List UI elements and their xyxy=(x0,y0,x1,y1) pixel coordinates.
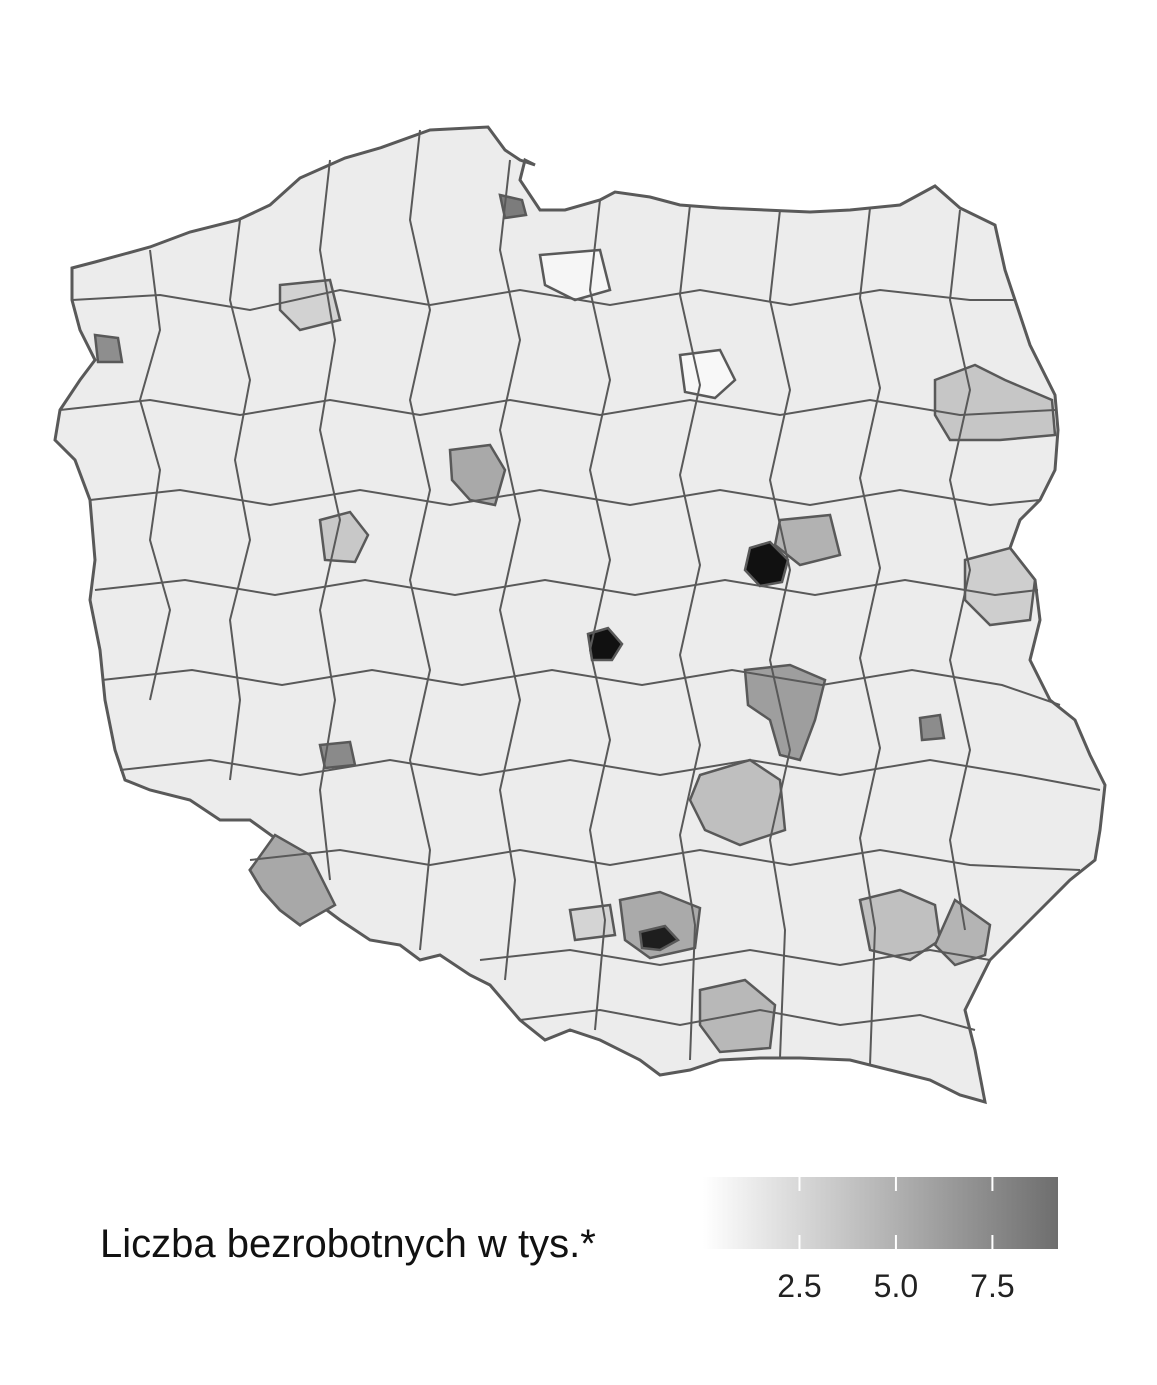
legend xyxy=(703,1177,1058,1249)
region xyxy=(95,335,122,362)
region xyxy=(570,905,615,940)
legend-tick-label: 2.5 xyxy=(777,1268,821,1305)
legend-title: Liczba bezrobotnych w tys.* xyxy=(100,1222,596,1267)
legend-tick-label: 5.0 xyxy=(874,1268,918,1305)
legend-tick-label: 7.5 xyxy=(970,1268,1014,1305)
region xyxy=(920,715,944,740)
legend-colorbar xyxy=(703,1177,1058,1249)
